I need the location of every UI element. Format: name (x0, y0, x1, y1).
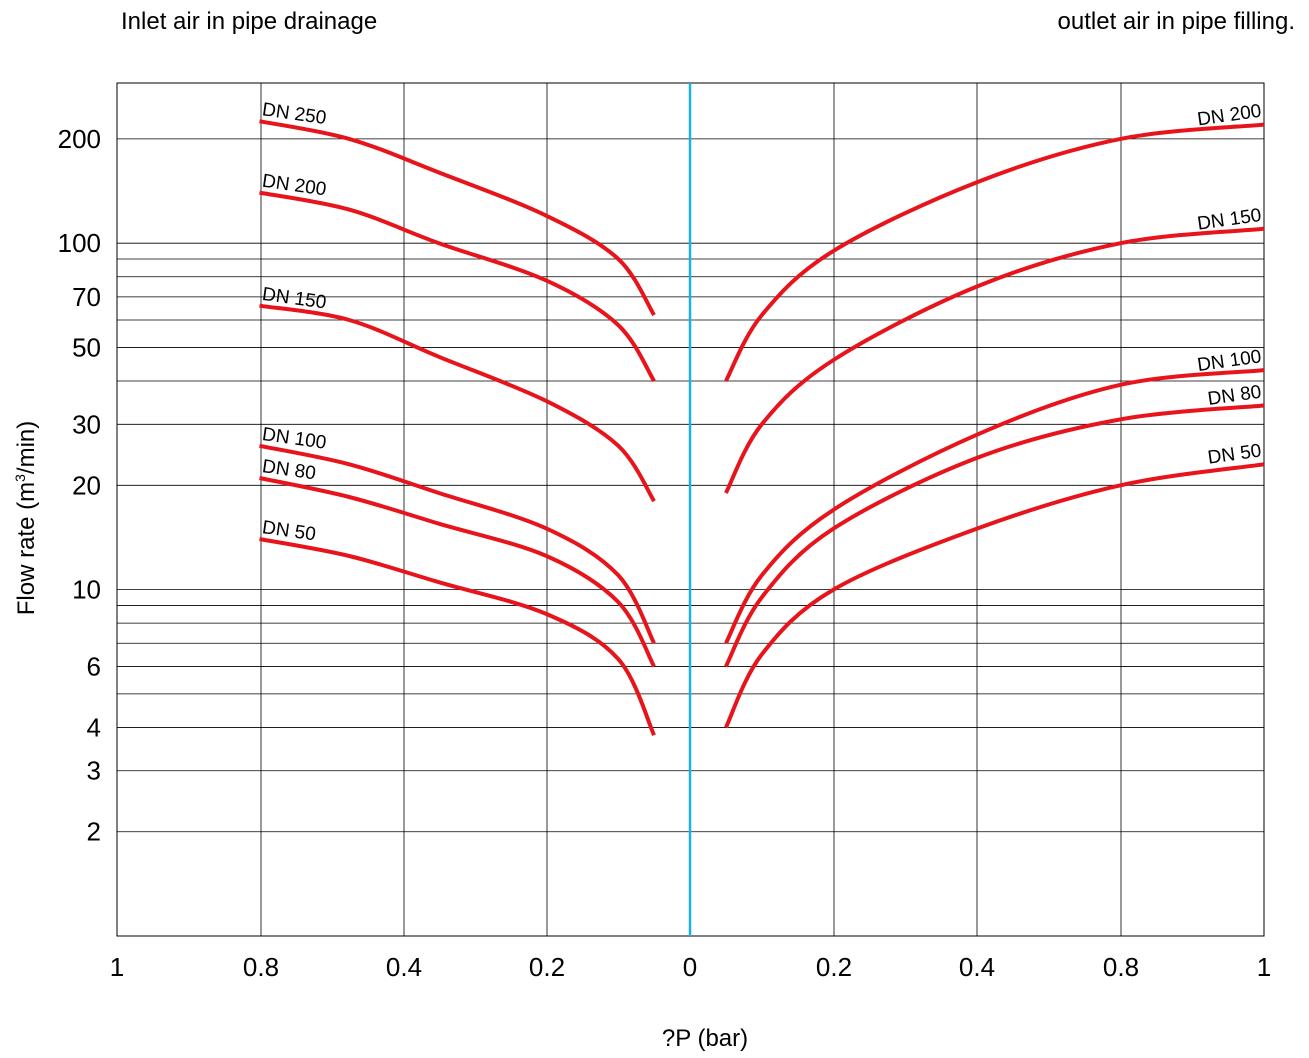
y-tick-label: 50 (72, 332, 101, 362)
y-tick-label: 10 (72, 575, 101, 605)
y-axis-title-suffix: /min) (13, 421, 40, 474)
y-tick-label: 200 (58, 124, 101, 154)
curve-left-dn80 (259, 476, 656, 668)
curve-left-dn100 (259, 443, 656, 645)
y-tick-label: 20 (72, 470, 101, 500)
y-tick-label: 3 (87, 756, 101, 786)
curve-left-dn200 (259, 190, 656, 383)
right-annotation: outlet air in pipe filling. (1057, 8, 1295, 35)
x-tick-label: 0.2 (816, 952, 852, 982)
curves (259, 119, 1265, 737)
curve-right-dn50 (724, 462, 1265, 729)
y-tick-label: 100 (58, 228, 101, 258)
grid (116, 82, 1265, 937)
curve-right-dn100 (724, 368, 1265, 645)
y-tick-label: 70 (72, 282, 101, 312)
x-tick-label: 0.4 (386, 952, 422, 982)
x-tick-label: 0.8 (243, 952, 279, 982)
curve-left-dn250 (259, 119, 656, 317)
y-tick-label: 2 (87, 817, 101, 847)
curve-right-dn150 (724, 226, 1265, 494)
y-tick-label: 4 (87, 712, 101, 742)
curve-left-dn50 (259, 537, 656, 737)
x-tick-label: 0.4 (959, 952, 995, 982)
x-tick-labels: 1 0.8 0.4 0.2 0 0.2 0.4 0.8 1 (110, 952, 1271, 982)
x-tick-label: 1 (1257, 952, 1271, 982)
y-tick-label: 30 (72, 409, 101, 439)
y-tick-label: 6 (87, 651, 101, 681)
left-annotation: Inlet air in pipe drainage (121, 8, 378, 35)
x-tick-label: 0 (683, 952, 697, 982)
y-axis-title-prefix: Flow rate (m (13, 482, 40, 615)
curve-left-dn150 (259, 303, 656, 503)
x-tick-label: 0.8 (1103, 952, 1139, 982)
y-axis-title: Flow rate (m3/min) (12, 421, 40, 616)
x-tick-label: 0.2 (529, 952, 565, 982)
x-tick-label: 1 (110, 952, 124, 982)
curve-right-dn80 (724, 403, 1265, 668)
curve-right-dn200 (724, 122, 1265, 382)
y-tick-labels: 2 3 4 6 10 20 30 50 70 100 200 (58, 124, 101, 847)
y-axis-title-sup: 3 (12, 474, 28, 482)
x-axis-title: ?P (bar) (662, 1025, 748, 1052)
